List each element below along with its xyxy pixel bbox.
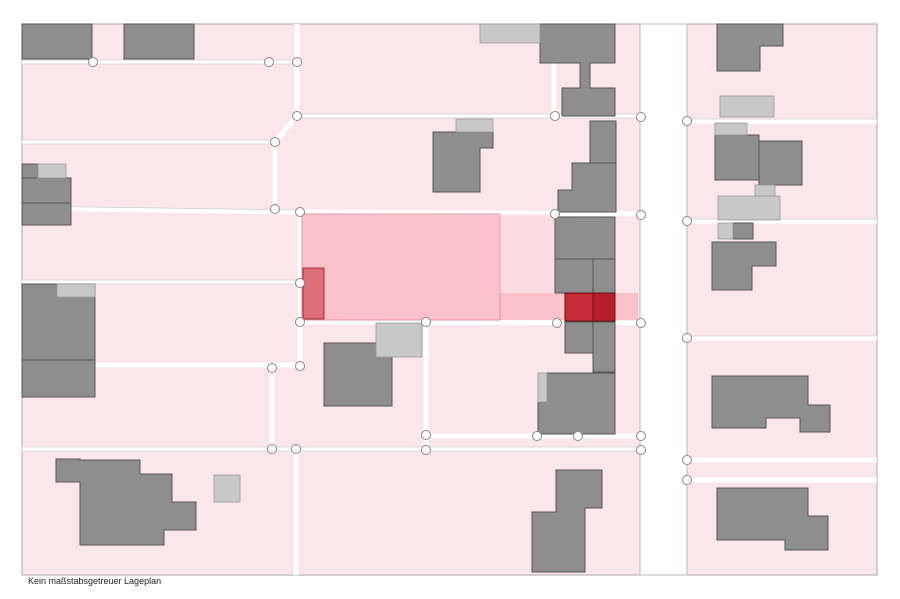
highlighted-house-left: [564, 292, 594, 322]
circle-marker-icon: [682, 475, 692, 485]
circle-marker-icon: [421, 317, 431, 327]
building: [123, 23, 195, 60]
circle-marker-icon: [292, 57, 302, 67]
outbuilding: [37, 163, 67, 179]
building: [716, 487, 829, 551]
highlighted-plot: [301, 213, 501, 321]
circle-marker-icon: [682, 116, 692, 126]
building: [21, 359, 96, 398]
building: [531, 469, 603, 573]
circle-marker-icon: [682, 455, 692, 465]
outbuilding: [479, 23, 541, 44]
building: [564, 321, 594, 354]
building: [758, 140, 803, 186]
outbuildings: [37, 23, 781, 503]
highlighted-shed: [302, 267, 325, 320]
building: [21, 202, 72, 226]
outbuilding: [719, 95, 775, 118]
outbuilding: [455, 118, 494, 133]
building: [21, 23, 93, 60]
building: [554, 258, 594, 294]
circle-marker-icon: [421, 445, 431, 455]
circle-marker-icon: [295, 361, 305, 371]
outbuilding: [213, 474, 241, 503]
circle-marker-icon: [636, 210, 646, 220]
highlighted-plot-rear: [500, 214, 556, 293]
circle-marker-icon: [550, 111, 560, 121]
circle-marker-icon: [636, 112, 646, 122]
outbuilding: [537, 372, 548, 403]
circle-marker-icon: [636, 318, 646, 328]
outbuilding: [56, 283, 96, 298]
circle-marker-icon: [264, 57, 274, 67]
highlighted-property: [301, 213, 638, 321]
building: [732, 222, 754, 240]
circle-marker-icon: [550, 209, 560, 219]
circle-marker-icon: [682, 333, 692, 343]
building: [537, 372, 616, 435]
circle-marker-icon: [270, 204, 280, 214]
building: [589, 120, 617, 164]
buildings: [21, 23, 831, 573]
highlighted-house: [564, 292, 616, 322]
building: [539, 23, 616, 117]
building: [592, 258, 616, 294]
highlighted-house-right: [592, 292, 616, 322]
circle-marker-icon: [532, 431, 542, 441]
circle-marker-icon: [267, 363, 277, 373]
circle-marker-icon: [573, 431, 583, 441]
building: [55, 458, 197, 546]
circle-marker-icon: [636, 445, 646, 455]
outbuilding: [375, 322, 423, 358]
circle-marker-icon: [552, 318, 562, 328]
map-caption: Kein maßstabsgetreuer Lageplan: [28, 576, 162, 586]
building: [711, 375, 831, 433]
circle-marker-icon: [270, 137, 280, 147]
building: [592, 321, 616, 373]
circle-marker-icon: [682, 216, 692, 226]
building: [711, 241, 777, 291]
circle-marker-icon: [292, 111, 302, 121]
main-road: [639, 23, 688, 576]
building: [714, 134, 760, 181]
circle-marker-icon: [295, 207, 305, 217]
building: [716, 23, 784, 72]
parcel-boundaries: [21, 24, 877, 575]
outbuilding: [717, 195, 781, 221]
outbuilding: [714, 122, 748, 136]
boundary-points: [88, 57, 692, 485]
building: [554, 216, 616, 260]
circle-marker-icon: [267, 444, 277, 454]
circle-marker-icon: [88, 57, 98, 67]
circle-marker-icon: [421, 430, 431, 440]
outbuilding: [754, 184, 776, 197]
building: [21, 177, 72, 204]
building: [21, 163, 39, 179]
circle-marker-icon: [295, 317, 305, 327]
circle-marker-icon: [295, 278, 305, 288]
outbuilding: [717, 222, 734, 240]
circle-marker-icon: [636, 431, 646, 441]
circle-marker-icon: [291, 444, 301, 454]
